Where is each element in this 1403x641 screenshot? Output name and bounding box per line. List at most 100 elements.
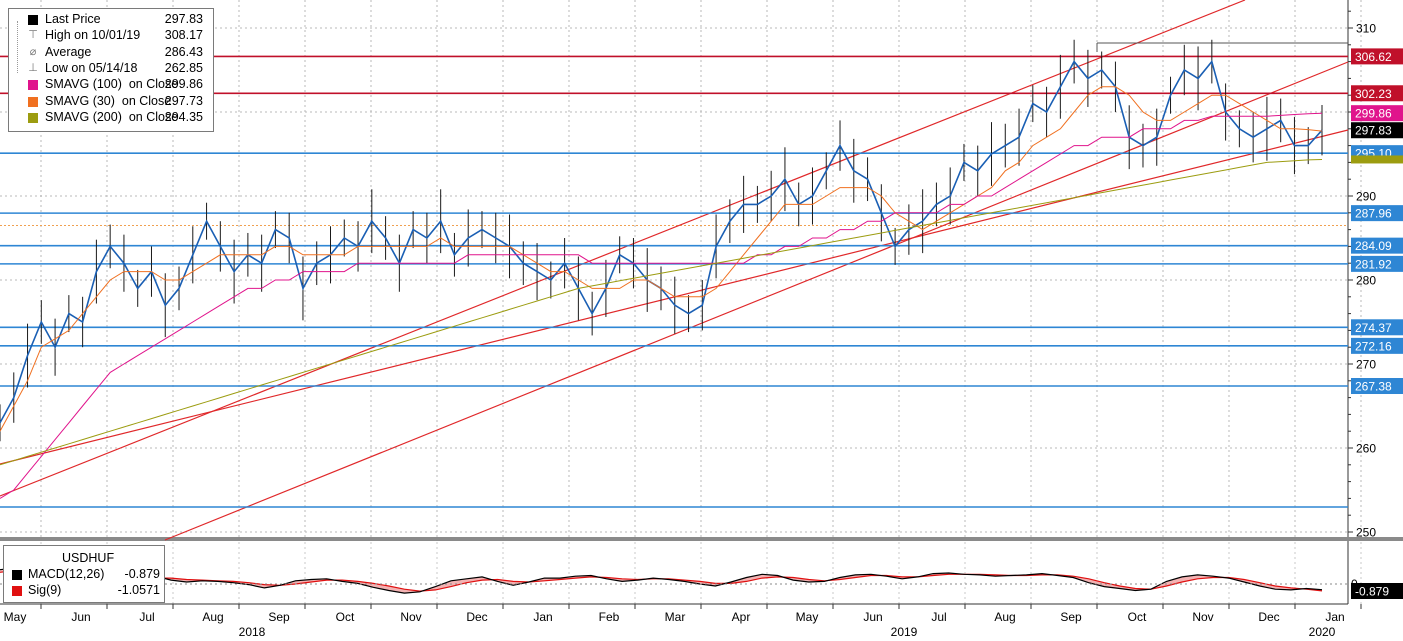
- level-tag-text: 306.62: [1355, 50, 1392, 64]
- level-tag-272.16[interactable]: 272.16: [1351, 337, 1403, 354]
- macd-legend-value: -1.0571: [117, 583, 160, 597]
- level-tag-text: 302.23: [1355, 87, 1392, 101]
- legend-label: Average: [45, 44, 92, 59]
- macd-last-tag-bg: [1351, 583, 1403, 599]
- macd-legend-label: Sig(9): [28, 583, 62, 597]
- macd-title: USDHUF: [62, 551, 115, 565]
- level-tag-274.37[interactable]: 274.37: [1351, 319, 1403, 336]
- panel-separator: [0, 537, 1348, 541]
- legend-swatch: [28, 80, 38, 91]
- x-month-label: Aug: [202, 610, 223, 624]
- legend-value: 262.85: [164, 60, 203, 75]
- legend-value: 308.17: [164, 28, 203, 43]
- legend-label: SMAVG (100) on Close: [45, 77, 179, 92]
- level-tag-bg: [1351, 378, 1403, 395]
- legend-swatch: [28, 15, 38, 25]
- legend-row[interactable]: SMAVG (200) on Close 294.35: [13, 110, 207, 126]
- macd-line: [0, 567, 1323, 594]
- legend-label: High on 10/01/19: [45, 28, 141, 43]
- level-tag-281.92[interactable]: 281.92: [1351, 255, 1403, 272]
- legend-value: 294.35: [164, 109, 203, 124]
- level-tag-bg: [1351, 205, 1403, 222]
- level-tag-bg: [1351, 48, 1403, 65]
- macd-legend-label: MACD(12,26): [28, 567, 105, 581]
- legend-tree-connector: [17, 21, 19, 73]
- right-tag-text: 297.83: [1355, 124, 1392, 138]
- level-tag-bg: [1351, 337, 1403, 354]
- macd-last-tag[interactable]: -0.879: [1351, 583, 1403, 599]
- macd-legend-row[interactable]: Sig(9) -1.0571: [12, 583, 160, 599]
- trend-channel-line: [0, 0, 1246, 497]
- level-tag-267.38[interactable]: 267.38: [1351, 378, 1403, 395]
- series-smavg-200-on-close: [0, 159, 1323, 466]
- average-icon: ⌀: [29, 45, 37, 58]
- x-month-label: Jul: [139, 610, 154, 624]
- series-smavg-100-on-close: [0, 112, 1323, 499]
- legend-row[interactable]: SMAVG (30) on Close 297.73: [13, 94, 207, 110]
- level-tag-text: 287.96: [1355, 207, 1392, 221]
- x-year-label: 2019: [891, 625, 918, 639]
- legend-label: Low on 05/14/18: [45, 60, 138, 75]
- level-tag-bg: [1351, 85, 1403, 102]
- x-month-label: Mar: [665, 610, 686, 624]
- legend-row[interactable]: ⌀ Average 286.43: [13, 45, 207, 61]
- macd-legend-box[interactable]: USDHUF MACD(12,26) -0.879 Sig(9) -1.0571: [3, 545, 165, 603]
- x-month-label: Aug: [994, 610, 1015, 624]
- level-tag-302.23[interactable]: 302.23: [1351, 85, 1403, 102]
- legend-value: 299.86: [164, 77, 203, 92]
- legend-row[interactable]: Last Price 297.83: [13, 12, 207, 28]
- x-month-label: Jun: [71, 610, 90, 624]
- macd-legend-row[interactable]: MACD(12,26) -0.879: [12, 567, 160, 583]
- level-tag-text: 267.38: [1355, 380, 1392, 394]
- right-tag-text: 299.86: [1355, 107, 1392, 121]
- x-month-label: Jan: [533, 610, 552, 624]
- level-tag-284.09[interactable]: 284.09: [1351, 237, 1403, 254]
- y-tick-label: 290: [1356, 190, 1376, 204]
- x-month-label: Dec: [1258, 610, 1279, 624]
- legend-box[interactable]: Last Price 297.83 ⊤ High on 10/01/19 308.17 ⌀…: [8, 8, 214, 132]
- x-month-label: Jan: [1325, 610, 1344, 624]
- legend-value: 297.73: [164, 93, 203, 108]
- x-month-label: Feb: [599, 610, 620, 624]
- legend-value: 297.83: [164, 12, 203, 26]
- legend-value: 286.43: [164, 44, 203, 59]
- x-year-label: 2020: [1309, 625, 1336, 639]
- x-month-label: Oct: [336, 610, 355, 624]
- y-tick-label: 270: [1356, 358, 1376, 372]
- macd-legend-swatch: [12, 586, 22, 596]
- x-month-label: Jul: [931, 610, 946, 624]
- level-tag-287.96[interactable]: 287.96: [1351, 205, 1403, 222]
- legend-swatch: [28, 96, 38, 107]
- legend-row[interactable]: ⊤ High on 10/01/19 308.17: [13, 28, 207, 44]
- x-month-label: May: [796, 610, 819, 624]
- right-tag-bg: [1351, 105, 1403, 122]
- x-month-label: Apr: [732, 610, 751, 624]
- level-tag-bg: [1351, 255, 1403, 272]
- right-tag-299.86[interactable]: 299.86: [1351, 105, 1403, 122]
- macd-panel: 0-0.879: [0, 567, 1403, 599]
- level-tag-text: 284.09: [1355, 239, 1392, 253]
- level-tag-text: 272.16: [1355, 339, 1392, 353]
- x-month-label: Nov: [1192, 610, 1213, 624]
- right-tag-bg: [1351, 122, 1403, 139]
- legend-row[interactable]: SMAVG (100) on Close 299.86: [13, 77, 207, 93]
- x-month-label: Oct: [1128, 610, 1147, 624]
- price-series: 299.86 297.83: [0, 39, 1403, 499]
- level-tag-bg: [1351, 237, 1403, 254]
- legend-swatch: [28, 112, 38, 123]
- level-tag-text: 281.92: [1355, 257, 1392, 271]
- y-tick-label: 250: [1356, 526, 1376, 540]
- x-axis: May Jun Jul Aug Sep Oct Nov Dec Jan Feb Mar Apr May J…: [4, 604, 1362, 639]
- x-month-label: Jun: [863, 610, 882, 624]
- legend-row[interactable]: ⊥ Low on 05/14/18 262.85: [13, 61, 207, 77]
- level-tag-306.62[interactable]: 306.62: [1351, 48, 1403, 65]
- panel-separator-axis: [1348, 537, 1403, 541]
- x-month-label: Sep: [1060, 610, 1082, 624]
- right-tag-297.83[interactable]: 297.83: [1351, 122, 1403, 139]
- x-year-label: 2018: [239, 625, 266, 639]
- series-smavg-30-on-close: [0, 86, 1323, 432]
- x-month-label: Dec: [466, 610, 487, 624]
- macd-legend-swatch: [12, 570, 22, 580]
